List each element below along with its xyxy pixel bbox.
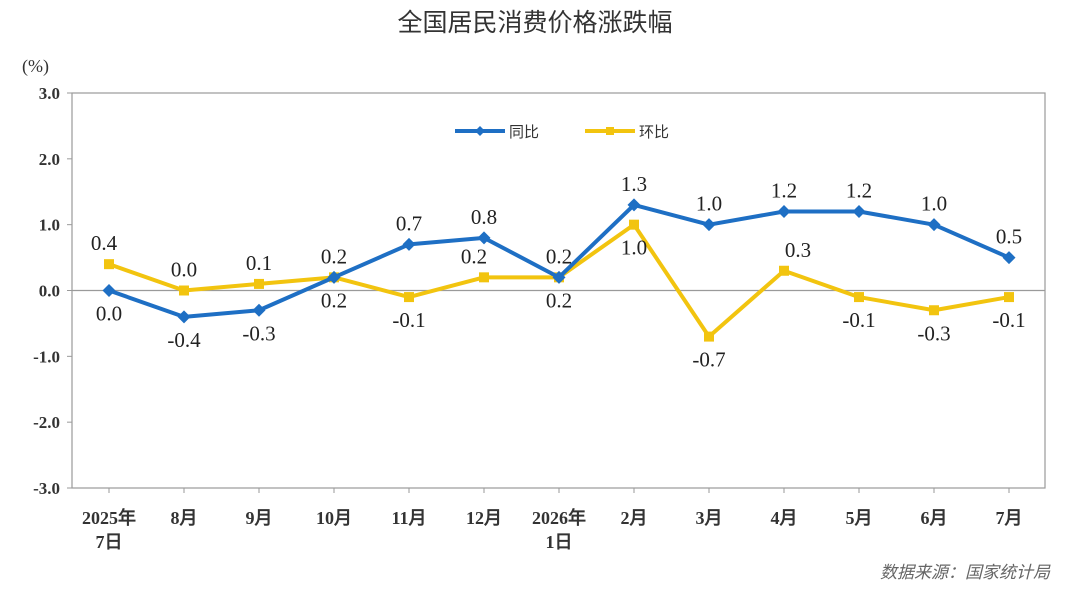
data-label: -0.3 — [242, 321, 275, 345]
x-tick-label: 9月 — [246, 508, 273, 528]
x-tick-label: 7月 — [996, 508, 1023, 528]
data-point — [627, 198, 641, 212]
legend: 同比 环比 — [455, 123, 669, 141]
data-point — [929, 305, 939, 316]
data-point — [179, 285, 189, 296]
y-tick-label: 2.0 — [39, 150, 60, 169]
legend-marker — [475, 126, 485, 136]
y-axis-unit: (%) — [22, 56, 49, 77]
data-point — [704, 331, 714, 342]
y-tick-label: -3.0 — [33, 479, 60, 498]
data-label: -0.1 — [992, 308, 1025, 332]
data-point — [1004, 292, 1014, 303]
legend-label: 同比 — [509, 123, 539, 141]
data-label: -0.4 — [167, 328, 201, 352]
y-tick-label: 3.0 — [39, 84, 60, 103]
data-point — [552, 270, 566, 284]
data-label: 0.0 — [96, 302, 122, 326]
axes-layer: 3.0 2.0 1.0 0.0 -1.0 -2.0 -3.0 2025年 7日 8月 9月 10月 11… — [33, 84, 1045, 552]
x-tick-label: 4月 — [771, 508, 798, 528]
data-label: 0.1 — [246, 251, 272, 275]
data-label: 1.0 — [921, 192, 947, 216]
series-layer — [102, 198, 1016, 342]
data-point — [104, 259, 114, 270]
data-label: 0.2 — [546, 244, 572, 268]
data-point — [852, 205, 866, 218]
data-point — [629, 219, 639, 230]
data-point — [777, 205, 791, 218]
x-tick-label: 2月 — [621, 508, 648, 528]
data-point — [254, 278, 264, 289]
x-tick-label: 12月 — [466, 508, 502, 528]
y-tick-label: 1.0 — [39, 216, 60, 235]
x-tick-label: 7日 — [96, 532, 123, 552]
chart-title: 全国居民消费价格涨跌幅 — [397, 8, 672, 37]
data-point — [479, 272, 489, 283]
data-point — [404, 292, 414, 303]
y-tick-label: -2.0 — [33, 413, 60, 432]
data-point — [854, 292, 864, 303]
data-label: 0.5 — [996, 225, 1022, 249]
data-label: 1.2 — [846, 179, 872, 203]
data-point — [779, 265, 789, 276]
data-label: 1.0 — [621, 236, 647, 260]
source-note: 数据来源：国家统计局 — [880, 563, 1051, 583]
data-label: 0.2 — [461, 244, 487, 268]
data-point — [477, 231, 491, 245]
data-label: 1.3 — [621, 172, 647, 196]
data-point — [927, 218, 941, 232]
data-label: -0.3 — [917, 321, 950, 345]
data-label: 0.0 — [171, 258, 197, 282]
data-label: 0.4 — [91, 231, 118, 255]
data-point — [102, 284, 116, 297]
data-label: -0.1 — [392, 308, 425, 332]
data-label: 0.3 — [785, 238, 811, 262]
legend-label: 环比 — [639, 123, 669, 141]
data-label: 0.8 — [471, 205, 497, 229]
data-point — [1002, 251, 1016, 265]
data-label: -0.7 — [692, 348, 725, 372]
data-point — [702, 218, 716, 232]
data-label: 0.2 — [546, 288, 572, 312]
x-tick-label: 2025年 — [82, 507, 136, 528]
x-tick-label: 3月 — [696, 508, 723, 528]
x-tick-label: 5月 — [846, 508, 873, 528]
y-tick-label: 0.0 — [39, 282, 60, 301]
x-tick-label: 8月 — [171, 508, 198, 528]
data-point — [327, 270, 341, 284]
x-tick-label: 1日 — [546, 532, 573, 552]
x-tick-label: 10月 — [316, 508, 352, 528]
x-tick-label: 11月 — [391, 508, 426, 528]
data-point — [402, 237, 416, 251]
data-label: -0.1 — [842, 308, 875, 332]
x-tick-label: 2026年 — [532, 507, 586, 528]
legend-marker — [606, 127, 614, 135]
data-label: 0.2 — [321, 244, 347, 268]
data-label: 0.2 — [321, 288, 347, 312]
data-labels-layer: 0.0 -0.4 -0.3 0.2 0.7 0.8 0.2 1.3 1.0 1.2 1.2 1.0 0.… — [91, 172, 1026, 372]
data-label: 1.0 — [696, 192, 722, 216]
y-tick-label: -1.0 — [33, 347, 60, 366]
data-point — [177, 310, 191, 324]
x-tick-label: 6月 — [921, 508, 948, 528]
data-label: 1.2 — [771, 179, 797, 203]
data-label: 0.7 — [396, 211, 422, 235]
data-point — [252, 303, 266, 317]
